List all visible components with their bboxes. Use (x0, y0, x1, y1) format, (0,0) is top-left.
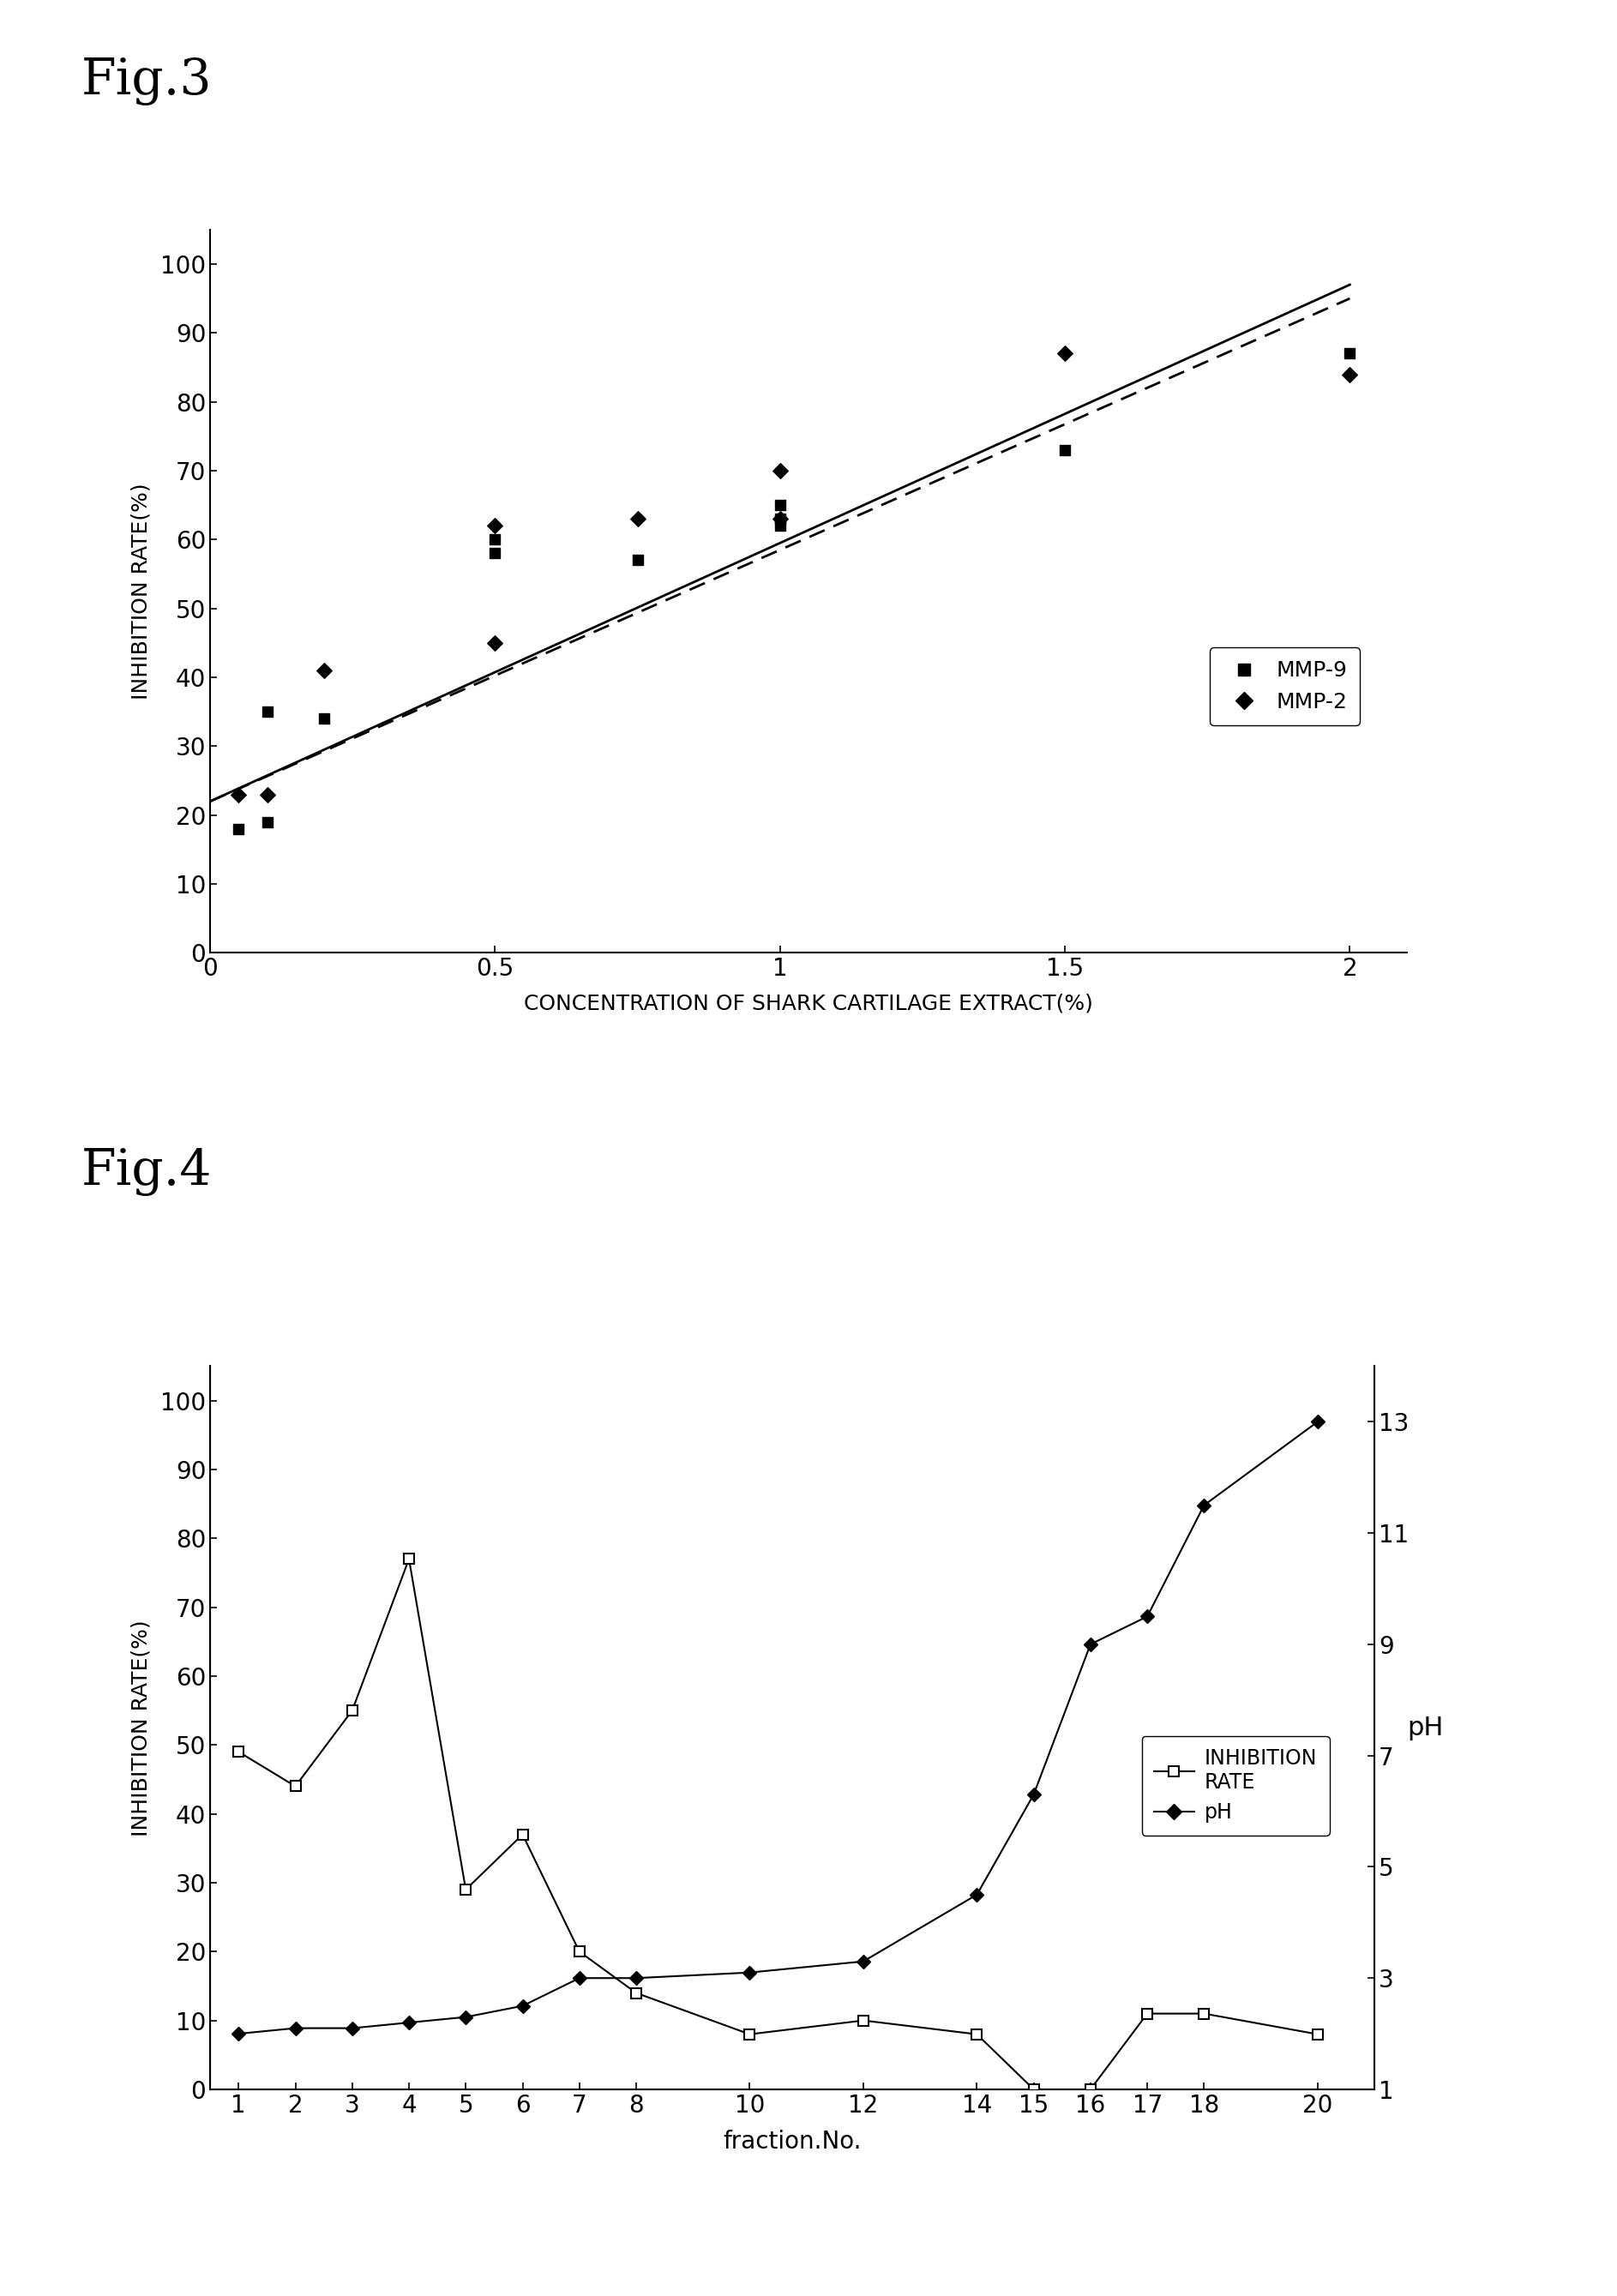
Point (624, 542, 650, 579)
Point (766, 452, 792, 489)
Point (254, 693, 280, 730)
Point (624, 501, 650, 537)
Point (482, 625, 508, 661)
Legend: MMP-9, MMP-2: MMP-9, MMP-2 (1210, 647, 1360, 726)
Point (1053, 432, 1079, 468)
Point (482, 535, 508, 572)
Y-axis label: INHIBITION RATE(%): INHIBITION RATE(%) (131, 1619, 150, 1837)
Point (766, 487, 792, 523)
Point (226, 776, 252, 813)
Point (1337, 335, 1363, 372)
Point (226, 810, 252, 847)
Point (254, 776, 280, 813)
Text: Fig.4: Fig.4 (81, 1148, 212, 1196)
X-axis label: fraction.No.: fraction.No. (723, 2128, 862, 2154)
Y-axis label: INHIBITION RATE(%): INHIBITION RATE(%) (131, 482, 150, 700)
Point (310, 700, 336, 737)
Point (254, 804, 280, 840)
Point (766, 501, 792, 537)
Text: Fig.3: Fig.3 (81, 57, 212, 106)
Point (766, 501, 792, 537)
Point (482, 521, 508, 558)
Legend: INHIBITION
RATE, pH: INHIBITION RATE, pH (1142, 1736, 1329, 1835)
Point (1053, 335, 1079, 372)
Point (482, 507, 508, 544)
Y-axis label: pH: pH (1407, 1715, 1444, 1740)
X-axis label: CONCENTRATION OF SHARK CARTILAGE EXTRACT(%): CONCENTRATION OF SHARK CARTILAGE EXTRACT… (524, 992, 1093, 1013)
Point (310, 652, 336, 689)
Point (766, 507, 792, 544)
Point (1337, 356, 1363, 393)
